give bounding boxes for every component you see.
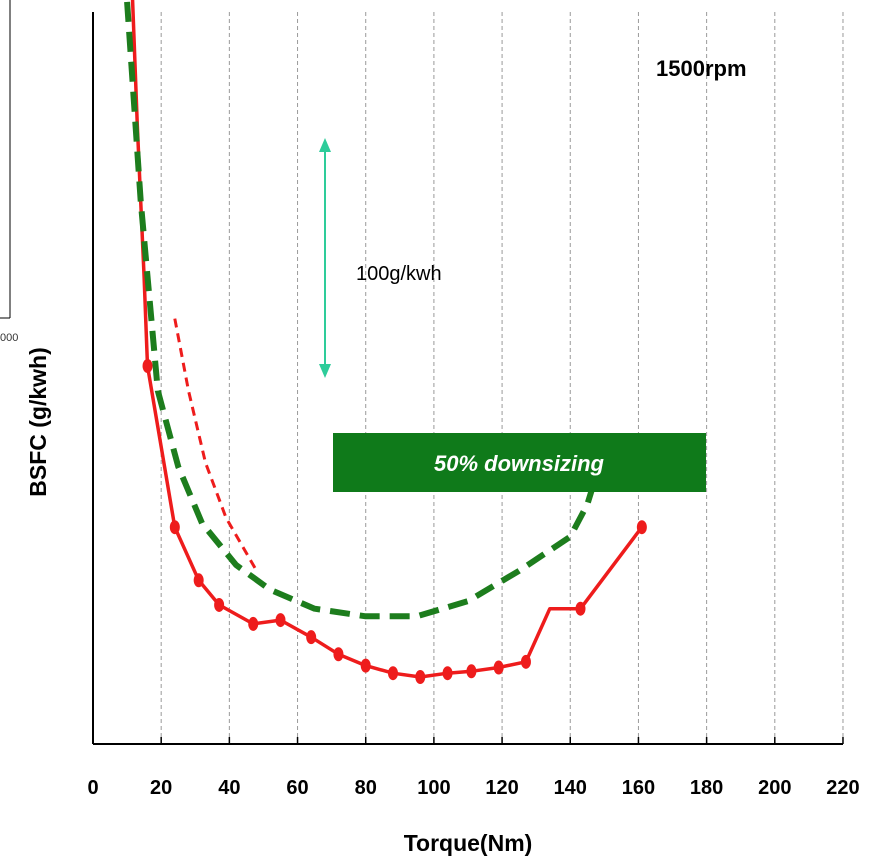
series-line-red-solid-markers: [145, 365, 644, 679]
data-point: [142, 359, 153, 373]
x-tick-label: 140: [554, 777, 587, 799]
data-point: [193, 573, 204, 588]
x-tick-label: 220: [826, 777, 859, 799]
data-point: [493, 660, 504, 675]
data-point: [214, 597, 225, 612]
x-tick-label: 0: [87, 777, 98, 799]
x-tick-label: 100: [417, 777, 450, 799]
series-line-red-thin-dashed: [173, 318, 258, 572]
partial-left-tick: 000: [0, 332, 18, 344]
x-axis-title: Torque(Nm): [404, 830, 533, 856]
data-point: [306, 630, 317, 645]
data-point: [169, 520, 180, 535]
data-point: [275, 613, 286, 628]
data-point: [466, 664, 477, 679]
data-point: [636, 520, 647, 535]
x-tick-label: 180: [690, 777, 723, 799]
speed-label: 1500rpm: [656, 56, 747, 81]
data-point: [387, 666, 398, 681]
partial-left-panel: 000: [0, 0, 18, 344]
series-line-green-dashed: [124, 1, 608, 620]
data-point: [415, 670, 426, 684]
x-tick-label: 20: [150, 777, 172, 799]
x-tick-label: 120: [485, 777, 518, 799]
x-tick-labels: 0 20 40 60 80 100 120 140 160 180 200 220: [87, 777, 859, 799]
data-point: [333, 647, 344, 662]
scale-bar-label: 100g/kwh: [356, 263, 442, 285]
x-tick-marks: [92, 737, 844, 744]
series-layer: [124, 0, 647, 684]
x-tick-label: 40: [218, 777, 240, 799]
grid-lines: [160, 12, 844, 744]
x-tick-label: 60: [286, 777, 308, 799]
data-point: [520, 654, 531, 669]
x-tick-label: 80: [355, 777, 377, 799]
downsizing-box: [333, 433, 706, 492]
data-point: [360, 658, 371, 673]
data-point: [575, 601, 586, 616]
data-point: [442, 666, 453, 681]
y-axis-title: BSFC (g/kwh): [25, 347, 51, 497]
downsizing-label: 50% downsizing: [434, 451, 604, 476]
scale-arrow: [319, 138, 331, 378]
x-tick-label: 160: [622, 777, 655, 799]
data-point: [248, 616, 259, 631]
x-tick-label: 200: [758, 777, 791, 799]
